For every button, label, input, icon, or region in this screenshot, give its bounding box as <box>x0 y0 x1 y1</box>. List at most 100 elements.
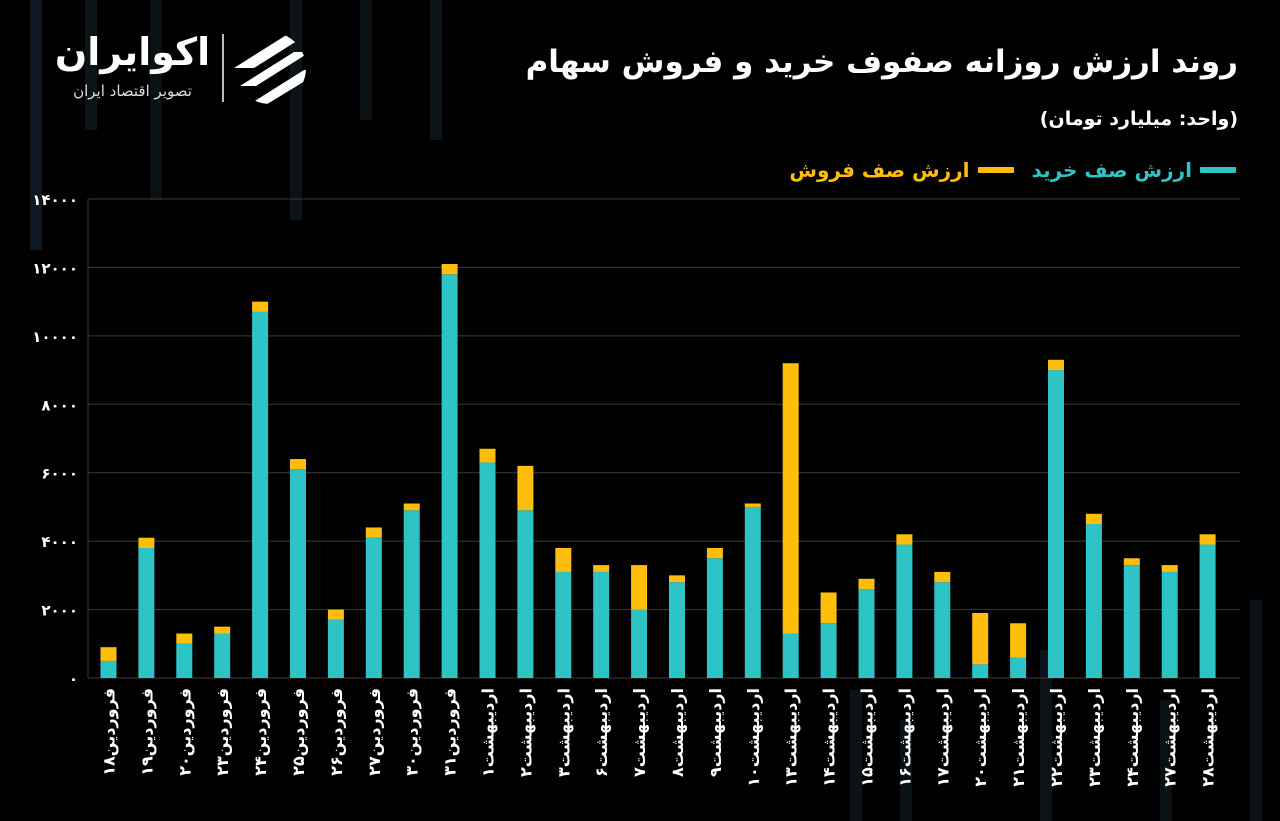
brand-tagline: تصویر اقتصاد ایران <box>73 82 192 100</box>
bar-buy <box>1085 524 1102 678</box>
bar-sell <box>1010 623 1027 658</box>
bar-buy <box>782 633 799 678</box>
bar-sell <box>1161 565 1178 572</box>
bar-buy <box>252 311 269 678</box>
x-tick-label: فروردین۲۰ <box>175 688 194 776</box>
bar-sell <box>252 301 269 312</box>
background-decoration-bar <box>85 0 97 130</box>
bar-buy <box>441 274 458 678</box>
ecoiran-logo-icon <box>234 34 306 104</box>
x-tick-label: فروردین۲۶ <box>327 688 346 776</box>
bar-buy <box>1123 565 1140 678</box>
y-tick-label: ۱۰۰۰۰ <box>32 328 78 346</box>
bar-sell <box>138 537 155 548</box>
x-tick-label: اردیبهشت۲۷ <box>1161 688 1180 787</box>
bar-sell <box>593 565 610 572</box>
x-tick-label: اردیبهشت۲۳ <box>1085 688 1104 787</box>
y-tick-label: ۱۴۰۰۰ <box>32 191 78 209</box>
bar-sell <box>1048 359 1064 371</box>
bar-buy <box>858 589 875 678</box>
background-decoration-bar <box>1160 700 1172 821</box>
bar-buy <box>1010 657 1027 678</box>
bar-buy <box>214 633 231 678</box>
bar-buy <box>896 544 913 678</box>
legend-label-sell: ارزش صف فروش <box>789 158 970 182</box>
background-decoration-bar <box>850 690 862 821</box>
y-tick-label: ۴۰۰۰ <box>41 533 78 551</box>
background-decoration-bar <box>1250 600 1262 821</box>
background-decoration-bar <box>430 0 442 140</box>
bar-sell <box>669 575 685 583</box>
bar-sell <box>1123 558 1140 566</box>
bar-buy <box>479 462 496 678</box>
bar-buy <box>176 643 193 678</box>
bar-buy <box>138 547 155 678</box>
bar-sell <box>176 633 193 644</box>
x-tick-label: اردیبهشت۲۸ <box>1199 688 1218 787</box>
legend-label-buy: ارزش صف خرید <box>1031 158 1192 182</box>
bar-buy <box>290 469 306 678</box>
bar-buy <box>100 660 117 678</box>
bar-sell <box>1199 534 1216 545</box>
y-tick-label: ۶۰۰۰ <box>41 465 78 483</box>
bar-buy <box>631 609 648 678</box>
bar-buy <box>403 510 420 678</box>
y-tick-label: ۱۲۰۰۰ <box>32 259 78 277</box>
bar-buy <box>365 537 382 678</box>
bar-sell <box>290 459 306 470</box>
bar-buy <box>934 582 951 678</box>
x-tick-label: اردیبهشت۸ <box>668 688 687 777</box>
background-decoration-bar <box>150 0 162 200</box>
unit-subtitle: (واحد: میلیارد تومان) <box>1039 108 1238 130</box>
bar-buy <box>1161 571 1178 678</box>
bar-buy <box>1199 544 1216 678</box>
x-tick-label: فروردین۲۳ <box>213 688 232 776</box>
bar-buy <box>517 510 534 678</box>
bar-sell <box>403 503 420 511</box>
x-tick-label: اردیبهشت۲۲ <box>1047 688 1066 787</box>
bar-sell <box>327 609 344 620</box>
legend-swatch-sell <box>977 167 1014 173</box>
background-decoration-bar <box>360 0 372 120</box>
brand-name: اکوایران <box>54 30 211 74</box>
x-tick-label: اردیبهشت۱۰ <box>744 688 763 787</box>
x-tick-label: اردیبهشت۲۱ <box>1009 688 1028 787</box>
x-tick-label: اردیبهشت۲ <box>516 688 535 777</box>
bar-buy <box>555 571 572 678</box>
x-tick-label: اردیبهشت۱۷ <box>933 688 952 787</box>
x-tick-label: اردیبهشت۱۶ <box>895 688 914 787</box>
background-decoration-bar <box>30 0 42 250</box>
bar-sell <box>517 465 534 511</box>
x-tick-label: فروردین۲۷ <box>365 688 384 776</box>
legend-item-sell: ارزش صف فروش <box>789 158 1014 182</box>
bar-sell <box>782 363 799 634</box>
bar-sell <box>972 612 989 665</box>
bar-buy <box>972 664 989 678</box>
bar-sell <box>365 527 382 538</box>
legend-swatch-buy <box>1200 167 1236 173</box>
x-tick-label: اردیبهشت۱۳ <box>782 688 801 787</box>
bar-sell <box>744 503 761 507</box>
x-tick-label: اردیبهشت۶ <box>592 688 611 777</box>
bars <box>100 264 1216 678</box>
bar-sell <box>631 565 648 610</box>
logo-divider <box>222 34 224 102</box>
bar-sell <box>479 448 496 463</box>
bar-sell <box>441 264 458 275</box>
background-decoration-bar <box>900 720 912 821</box>
x-tick-label: اردیبهشت۱۵ <box>858 688 877 787</box>
bar-sell <box>896 534 913 545</box>
x-tick-label: اردیبهشت۲۰ <box>971 688 990 787</box>
bar-buy <box>706 558 723 678</box>
x-axis: فروردین۱۸ فروردین۱۹ فروردین۲۰ فروردین۲۳ فرور… <box>100 688 1218 787</box>
x-tick-label: فروردین۱۹ <box>137 688 156 776</box>
brand-logo: اکوایران تصویر اقتصاد ایران <box>50 28 320 108</box>
bar-sell <box>934 571 951 583</box>
x-tick-label: اردیبهشت۹ <box>706 688 725 777</box>
x-tick-label: فروردین۲۵ <box>289 688 308 776</box>
bar-sell <box>555 547 572 572</box>
bar-buy <box>327 619 344 678</box>
bar-sell <box>214 626 231 634</box>
bar-sell <box>706 547 723 559</box>
